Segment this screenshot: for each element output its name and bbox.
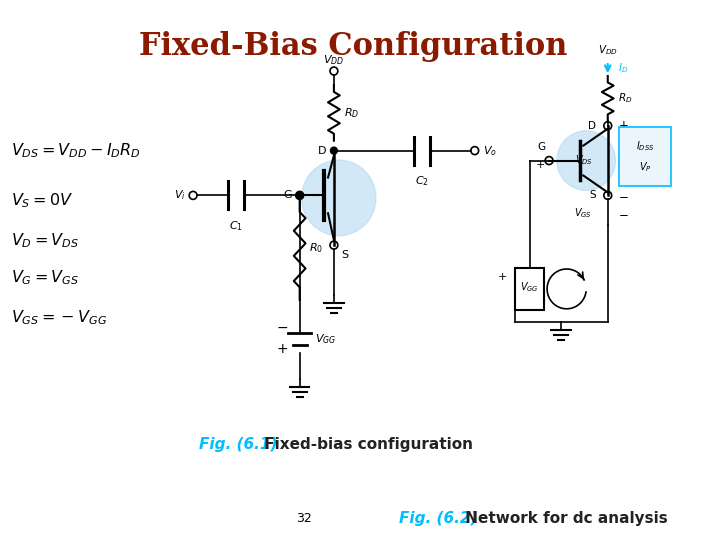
Text: $V_i$: $V_i$ bbox=[174, 188, 185, 202]
Text: $-$: $-$ bbox=[618, 207, 628, 220]
Text: $V_{DD}$: $V_{DD}$ bbox=[323, 53, 344, 67]
Text: $V_{GG}$: $V_{GG}$ bbox=[315, 332, 336, 346]
Text: Network for dc analysis: Network for dc analysis bbox=[460, 511, 667, 526]
Text: $C_2$: $C_2$ bbox=[415, 174, 429, 188]
Text: Fixed-Bias Configuration: Fixed-Bias Configuration bbox=[139, 31, 567, 62]
Text: $C_1$: $C_1$ bbox=[229, 219, 243, 233]
Text: S: S bbox=[342, 250, 349, 260]
Text: Fixed-bias configuration: Fixed-bias configuration bbox=[259, 437, 473, 452]
Text: $+$: $+$ bbox=[618, 119, 628, 132]
Text: D: D bbox=[318, 146, 326, 156]
Text: $V_G = V_{GS}$: $V_G = V_{GS}$ bbox=[12, 268, 79, 287]
Text: $R_D$: $R_D$ bbox=[343, 106, 359, 120]
Text: Fig. (6.1): Fig. (6.1) bbox=[199, 437, 277, 452]
Text: 32: 32 bbox=[297, 512, 312, 525]
Text: $V_{GS} = -V_{GG}$: $V_{GS} = -V_{GG}$ bbox=[12, 308, 107, 327]
Text: $V_{GG}$: $V_{GG}$ bbox=[520, 280, 539, 294]
Text: $R_0$: $R_0$ bbox=[310, 241, 323, 254]
Text: $-$: $-$ bbox=[276, 320, 288, 334]
Text: $R_D$: $R_D$ bbox=[618, 91, 632, 105]
Text: $V_{GS}$: $V_{GS}$ bbox=[575, 206, 593, 220]
Text: S: S bbox=[590, 191, 596, 200]
Circle shape bbox=[557, 131, 616, 191]
Text: $+$: $+$ bbox=[497, 271, 507, 282]
Text: $V_S = 0V$: $V_S = 0V$ bbox=[12, 191, 73, 210]
Text: $+$: $+$ bbox=[535, 159, 545, 170]
Circle shape bbox=[296, 192, 303, 199]
Text: G: G bbox=[283, 191, 292, 200]
Text: $I_{DSS}$: $I_{DSS}$ bbox=[636, 139, 654, 153]
Circle shape bbox=[296, 192, 303, 199]
Text: $+$: $+$ bbox=[276, 342, 288, 356]
Circle shape bbox=[302, 160, 376, 235]
Text: Fig. (6.2): Fig. (6.2) bbox=[399, 511, 478, 526]
Text: $V_{DS} = V_{DD} - I_D R_D$: $V_{DS} = V_{DD} - I_D R_D$ bbox=[12, 141, 141, 160]
Text: $V_o$: $V_o$ bbox=[482, 144, 497, 158]
Text: $V_{DS}$: $V_{DS}$ bbox=[575, 154, 593, 167]
FancyBboxPatch shape bbox=[618, 127, 671, 186]
Circle shape bbox=[330, 147, 338, 154]
Text: $I_D$: $I_D$ bbox=[618, 62, 628, 76]
Bar bbox=[515, 268, 544, 310]
Text: $V_P$: $V_P$ bbox=[639, 160, 652, 174]
Text: D: D bbox=[588, 121, 596, 131]
Text: $V_D = V_{DS}$: $V_D = V_{DS}$ bbox=[12, 231, 79, 249]
Text: $V_{DD}$: $V_{DD}$ bbox=[598, 43, 618, 57]
Text: $-$: $-$ bbox=[618, 189, 628, 202]
Text: G: G bbox=[537, 141, 545, 152]
